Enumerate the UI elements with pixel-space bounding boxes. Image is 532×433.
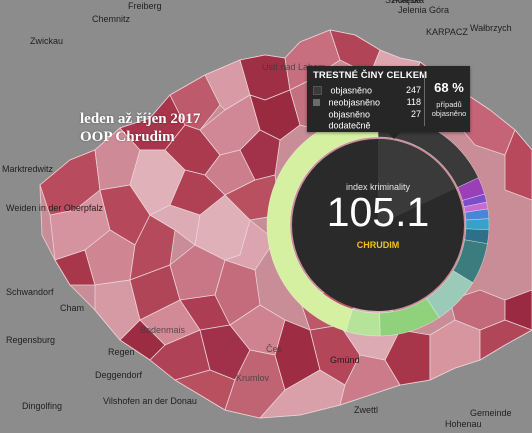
donut-segment[interactable] [465, 218, 490, 231]
percent-label-line1: případů [436, 100, 462, 109]
place-label: KARPACZ [426, 27, 468, 37]
place-label: Jelenia Góra [398, 5, 449, 15]
place-label: Ústí nad Labem [262, 62, 326, 72]
percent-label-line2: objasněno [431, 109, 467, 118]
place-label: Marktredwitz [2, 164, 54, 174]
place-label: Wałbrzych [470, 23, 512, 33]
row-label: objasněno [330, 85, 373, 96]
donut-highlight-wedge [378, 139, 456, 225]
place-label: Dingolfing [22, 401, 62, 411]
crime-index-value: 105.1 [327, 189, 430, 235]
row-label: objasněno [328, 109, 371, 120]
police-unit-text: OOP Chrudim [80, 129, 175, 145]
swatch-blank-icon [313, 122, 320, 130]
row-label: neobjasněno [328, 97, 381, 108]
place-label: Bodenmais [140, 325, 186, 335]
district-regions[interactable] [39, 29, 532, 419]
place-label: Chemnitz [92, 14, 131, 24]
place-label: Hohenau [445, 419, 482, 429]
place-label: Deggendorf [95, 370, 143, 380]
row-value: 247 [405, 85, 421, 95]
tooltip-row-later-solved-cont: dodatečně [313, 119, 421, 131]
tooltip-row-unsolved: neobjasněno 118 [313, 96, 421, 108]
place-label: Čes [266, 344, 283, 354]
tooltip-row-solved: objasněno 247 [313, 84, 421, 96]
place-label: Vilshofen an der Donau [103, 396, 197, 406]
row-value: 27 [410, 109, 421, 119]
row-label: dodatečně [328, 120, 371, 131]
place-label: Zwickau [30, 36, 63, 46]
district-name: CHRUDIM [357, 240, 400, 250]
tooltip-divider [424, 72, 425, 126]
place-label: Weiden in der Oberpfalz [6, 203, 103, 213]
place-label: Schwandorf [6, 287, 54, 297]
solved-percent: 68 % [434, 80, 464, 95]
place-label: Krumlov [236, 373, 270, 383]
crime-tooltip: TRESTNÉ ČINY CELKEM objasněno 247 neobja… [307, 66, 470, 139]
place-label: Poręba [392, 0, 421, 5]
tooltip-title: TRESTNÉ ČINY CELKEM [313, 70, 428, 81]
swatch-later-icon [313, 111, 320, 119]
place-label: Gemeinde [470, 408, 512, 418]
place-label: Zwettl [354, 405, 378, 415]
place-label: Gmünd [330, 355, 360, 365]
place-label: Freiberg [128, 1, 162, 11]
tooltip-row-later-solved: objasněno 27 [313, 108, 421, 120]
place-label: Cham [60, 303, 84, 313]
swatch-solved-icon [313, 86, 322, 96]
place-label: Regensburg [6, 335, 55, 345]
row-value: 118 [406, 97, 421, 107]
period-caption: leden až říjen 2017 OOP Chrudim [80, 110, 200, 146]
swatch-unsolved-icon [313, 99, 320, 107]
period-text: leden až říjen 2017 [80, 111, 201, 127]
solved-percent-label: případů objasněno [428, 100, 470, 118]
place-label: Szklarska [385, 0, 424, 5]
donut-title: index kriminality [346, 182, 411, 192]
place-label: Regen [108, 347, 135, 357]
